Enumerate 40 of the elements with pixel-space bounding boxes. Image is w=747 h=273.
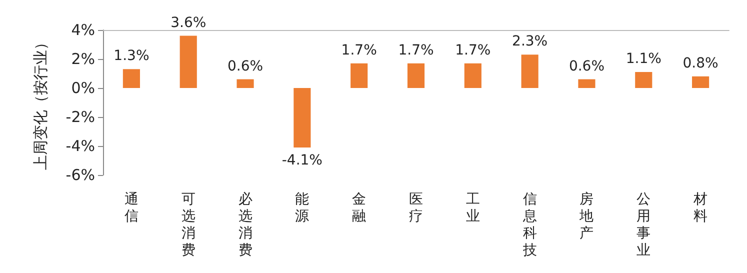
y-tick-label: 4% — [71, 21, 95, 39]
data-label: 1.7% — [398, 42, 434, 58]
y-tick-label: -4% — [66, 137, 95, 155]
bar — [236, 79, 254, 88]
data-label: 1.7% — [455, 42, 491, 58]
x-tick-label: 材料 — [692, 192, 708, 224]
data-label: 0.6% — [227, 58, 264, 74]
y-tick-label: -2% — [66, 108, 95, 126]
x-tick-label: 金融 — [352, 192, 366, 224]
x-tick-label: 工业 — [466, 192, 480, 224]
x-tick-label: 信息科技 — [522, 192, 537, 258]
bar — [407, 63, 425, 88]
x-tick-label: 可选消费 — [181, 192, 196, 258]
data-label: -4.1% — [282, 152, 322, 168]
y-tick-label: -6% — [66, 166, 95, 184]
bar — [464, 63, 482, 88]
data-label: 3.6% — [170, 14, 206, 31]
data-label: 1.7% — [341, 42, 377, 58]
bar — [180, 36, 197, 88]
bar — [350, 63, 368, 88]
bar — [692, 76, 710, 88]
bar — [122, 69, 140, 88]
bar — [521, 54, 538, 88]
data-label: 2.3% — [512, 34, 548, 50]
x-tick-label: 公用事业 — [636, 192, 651, 258]
x-tick-label: 必选消费 — [238, 192, 252, 258]
x-tick-label: 房地产 — [578, 192, 594, 242]
data-label: 0.6% — [568, 58, 605, 74]
y-axis-title: 上周变化（按行业） — [32, 35, 50, 170]
y-tick-label: 2% — [71, 50, 95, 68]
bar — [578, 79, 596, 88]
x-tick-label: 医疗 — [409, 192, 423, 224]
data-label: 0.8% — [682, 55, 718, 72]
data-label: 1.3% — [114, 48, 150, 64]
bar — [294, 88, 311, 148]
y-tick-label: 0% — [71, 79, 95, 97]
x-tick-label: 通信 — [124, 192, 138, 224]
bar — [635, 72, 652, 88]
x-tick-label: 能源 — [295, 192, 310, 224]
data-label: 1.1% — [626, 51, 662, 68]
